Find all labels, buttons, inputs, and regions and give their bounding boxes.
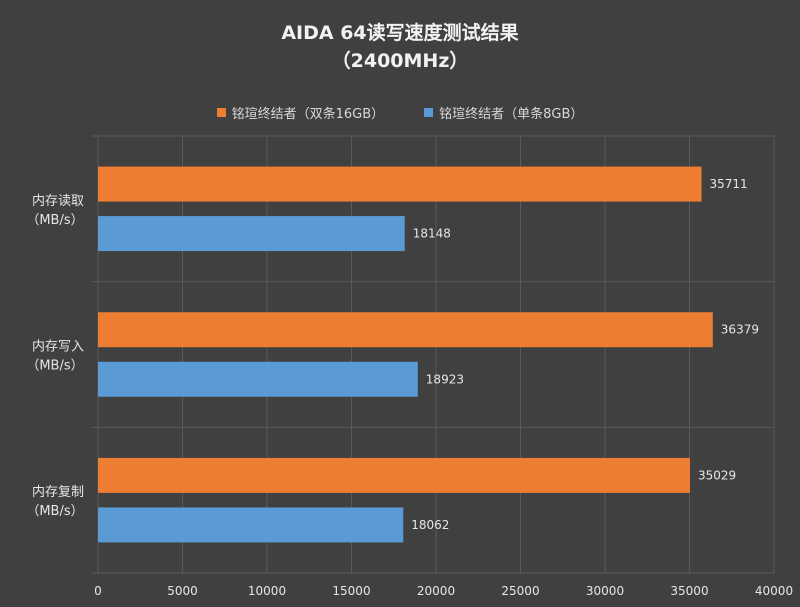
legend-swatch-series-1 (424, 108, 434, 117)
legend-swatch-series-0 (216, 108, 226, 117)
x-tick-label-1: 5000 (167, 584, 198, 598)
x-tick-label-8: 40000 (755, 584, 793, 598)
chart-title: AIDA 64读写速度测试结果 (281, 22, 519, 44)
x-tick-label-5: 25000 (501, 584, 539, 598)
category-unit-0: （MB/s） (26, 213, 83, 228)
x-tick-label-6: 30000 (586, 584, 624, 598)
category-label-0: 内存读取 (32, 193, 84, 209)
data-label-series-0-cat-2: 35029 (698, 468, 736, 482)
bar-series-1-cat-0 (98, 216, 405, 252)
bar-series-0-cat-1 (98, 312, 713, 348)
data-label-series-0-cat-1: 36379 (721, 323, 759, 337)
category-unit-1: （MB/s） (26, 359, 83, 374)
x-tick-label-0: 0 (94, 584, 102, 598)
data-label-series-1-cat-2: 18062 (411, 518, 449, 532)
legend-label-series-0: 铭瑄终结者（双条16GB） (231, 107, 385, 122)
bar-series-0-cat-2 (98, 457, 690, 493)
chart-subtitle: （2400MHz） (331, 50, 469, 72)
data-label-series-0-cat-0: 35711 (710, 177, 748, 191)
category-label-1: 内存写入 (32, 339, 84, 355)
legend-item-series-0: 铭瑄终结者（双条16GB） (216, 103, 385, 122)
x-tick-label-2: 10000 (248, 584, 286, 598)
category-unit-2: （MB/s） (26, 504, 83, 519)
legend-label-series-1: 铭瑄终结者（单条8GB） (439, 107, 584, 122)
legend: 铭瑄终结者（双条16GB） 铭瑄终结者（单条8GB） (0, 103, 800, 122)
data-label-series-1-cat-1: 18923 (426, 372, 464, 386)
data-label-series-1-cat-0: 18148 (413, 227, 451, 241)
x-tick-label-3: 15000 (332, 584, 370, 598)
bar-series-1-cat-1 (98, 361, 418, 397)
x-tick-label-7: 35000 (670, 584, 708, 598)
legend-item-series-1: 铭瑄终结者（单条8GB） (424, 103, 583, 122)
bar-series-0-cat-0 (98, 166, 702, 202)
x-tick-label-4: 20000 (417, 584, 455, 598)
category-label-2: 内存复制 (32, 484, 84, 500)
bar-series-1-cat-2 (98, 507, 404, 543)
